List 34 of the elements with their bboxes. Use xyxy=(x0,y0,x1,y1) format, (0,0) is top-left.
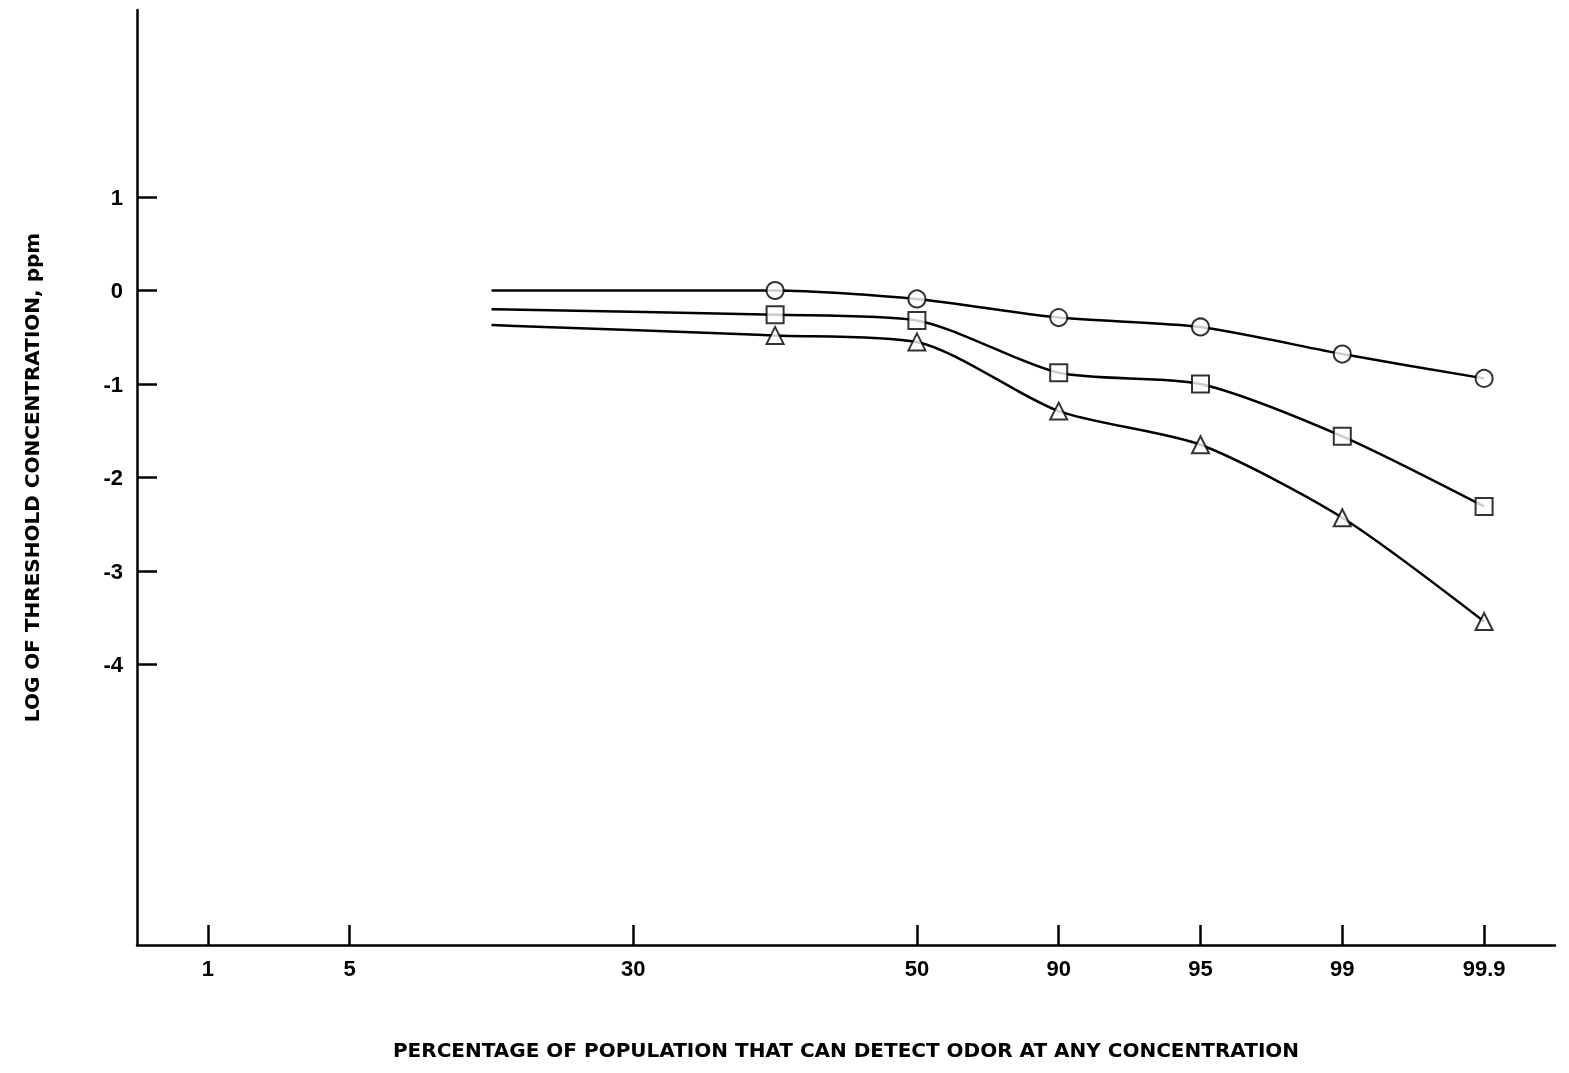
point xyxy=(1049,363,1069,383)
x-tick-label: 99 xyxy=(1330,955,1355,981)
point xyxy=(1191,374,1210,394)
x-tick-label: 99.9 xyxy=(1462,955,1506,981)
point xyxy=(1332,344,1352,364)
point xyxy=(1474,611,1494,631)
y-tick-label: 0 xyxy=(110,278,123,303)
point xyxy=(907,310,927,330)
x-tick-label: 50 xyxy=(904,955,930,981)
y-tick-label: 1 xyxy=(110,184,123,210)
point xyxy=(1049,308,1069,328)
y-tick-label: -4 xyxy=(103,652,124,677)
point xyxy=(1191,435,1210,455)
y-tick-label: -1 xyxy=(103,371,123,397)
point xyxy=(1332,426,1352,446)
point xyxy=(1332,508,1352,528)
point xyxy=(1474,368,1494,388)
point xyxy=(1049,401,1069,421)
point xyxy=(765,305,785,325)
x-tick-label: 90 xyxy=(1046,955,1071,981)
y-tick-label: -2 xyxy=(103,465,123,490)
point xyxy=(907,289,927,309)
point xyxy=(765,325,785,345)
x-tick-label: 5 xyxy=(343,955,356,981)
point xyxy=(765,281,785,300)
y-axis-title: LOG OF THRESHOLD CONCENTRATION, ppm xyxy=(20,232,44,723)
point xyxy=(1474,496,1494,516)
x-tick-label: 95 xyxy=(1188,955,1213,981)
x-axis-title: PERCENTAGE OF POPULATION THAT CAN DETECT ODOR AT ANY CONCENTRATION xyxy=(392,1038,1300,1062)
y-tick-label: -3 xyxy=(103,558,123,584)
point xyxy=(907,332,927,352)
x-tick-label: 1 xyxy=(201,955,215,981)
x-tick-label: 30 xyxy=(621,955,646,981)
point xyxy=(1191,317,1210,337)
